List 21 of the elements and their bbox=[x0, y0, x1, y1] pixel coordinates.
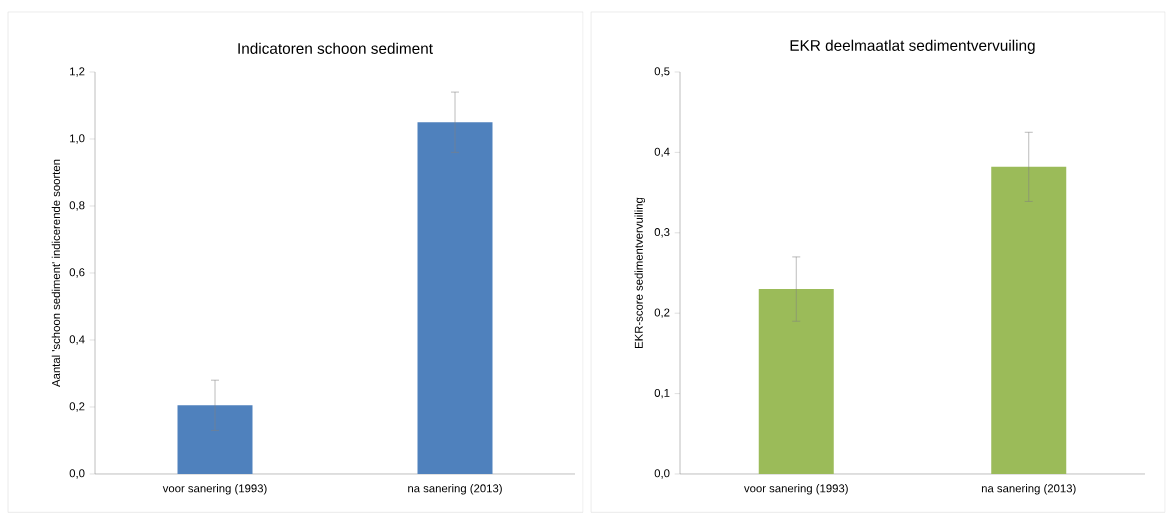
chart-title: Indicatoren schoon sediment bbox=[238, 42, 433, 54]
y-tick-label: 0,5 bbox=[654, 67, 670, 77]
y-tick-label: 0,2 bbox=[654, 308, 670, 318]
y-tick-label: 0,8 bbox=[69, 201, 85, 211]
y-tick-label: 0,6 bbox=[69, 268, 85, 278]
x-tick-label: voor sanering (1993) bbox=[744, 484, 848, 495]
y-tick-label: 0,1 bbox=[654, 388, 670, 399]
y-tick-label: 1,2 bbox=[70, 67, 85, 77]
y-tick-label: 0,0 bbox=[69, 469, 85, 479]
chart-title: EKR deelmaatlat sedimentvervuiling bbox=[790, 39, 1035, 54]
y-tick-label: 1,0 bbox=[70, 134, 85, 144]
x-tick-label: voor sanering (1993) bbox=[162, 484, 267, 495]
y-tick-label: 0,2 bbox=[69, 402, 85, 412]
y-tick-label: 0,0 bbox=[654, 469, 670, 479]
y-tick-label: 0,3 bbox=[654, 228, 670, 238]
y-axis-title: Aantal 'schoon sediment' indicerende soorten bbox=[51, 159, 61, 387]
y-tick-label: 0,4 bbox=[654, 147, 670, 158]
x-tick-label: na sanering (2013) bbox=[408, 484, 502, 495]
y-tick-label: 0,4 bbox=[69, 335, 85, 345]
x-tick-label: na sanering (2013) bbox=[981, 484, 1076, 495]
y-axis-title: EKR-score sedimentvervuiling bbox=[634, 197, 646, 348]
